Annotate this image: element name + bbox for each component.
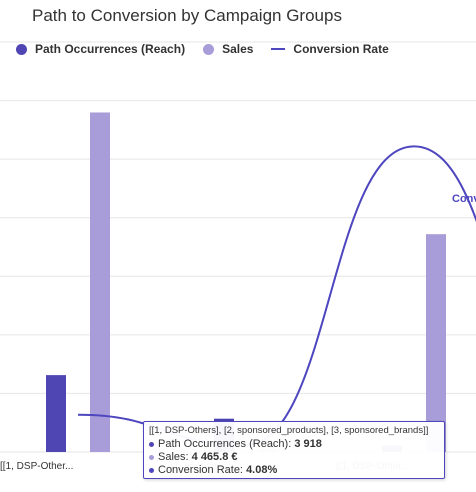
bar-sales-2[interactable]	[426, 234, 446, 452]
chart-tooltip: [[1, DSP-Others], [2, sponsored_products…	[143, 421, 445, 479]
legend-item-conversion[interactable]: Conversion Rate	[271, 42, 389, 56]
legend-label-conversion: Conversion Rate	[293, 42, 389, 56]
legend-marker-reach	[16, 43, 27, 55]
tooltip-bullet-reach	[149, 441, 154, 447]
conversion-data-label: Conv	[452, 193, 476, 205]
legend-marker-sales	[203, 43, 215, 55]
chart-legend: Path Occurrences (Reach) Sales Conversio…	[16, 40, 407, 58]
legend-marker-conversion	[271, 48, 286, 50]
legend-item-sales[interactable]: Sales	[203, 42, 253, 56]
tooltip-row-sales: Sales: 4 465.8 €	[149, 451, 439, 464]
tooltip-bullet-conversion	[149, 467, 154, 473]
legend-item-reach[interactable]: Path Occurrences (Reach)	[16, 42, 185, 56]
legend-label-sales: Sales	[222, 42, 254, 56]
tooltip-value-sales: 4 465.8 €	[191, 451, 238, 463]
chart-title: Path to Conversion by Campaign Groups	[32, 6, 342, 25]
tooltip-header: [[1, DSP-Others], [2, sponsored_products…	[149, 425, 429, 436]
tooltip-value-reach: 3 918	[294, 438, 322, 450]
tooltip-label-conversion: Conversion Rate:	[158, 464, 243, 476]
tooltip-label-sales: Sales:	[158, 451, 189, 463]
tooltip-label-reach: Path Occurrences (Reach):	[158, 438, 292, 450]
legend-label-reach: Path Occurrences (Reach)	[35, 42, 186, 56]
bar-reach-0[interactable]	[46, 375, 66, 452]
tooltip-row-reach: Path Occurrences (Reach): 3 918	[149, 438, 439, 451]
tooltip-bullet-sales	[149, 454, 154, 460]
tooltip-value-conversion: 4.08%	[246, 464, 278, 476]
tooltip-row-conversion: Conversion Rate: 4.08%	[149, 464, 439, 477]
bar-sales-0[interactable]	[90, 112, 110, 452]
x-tick-label-0: [[1, DSP-Other...	[0, 461, 73, 472]
